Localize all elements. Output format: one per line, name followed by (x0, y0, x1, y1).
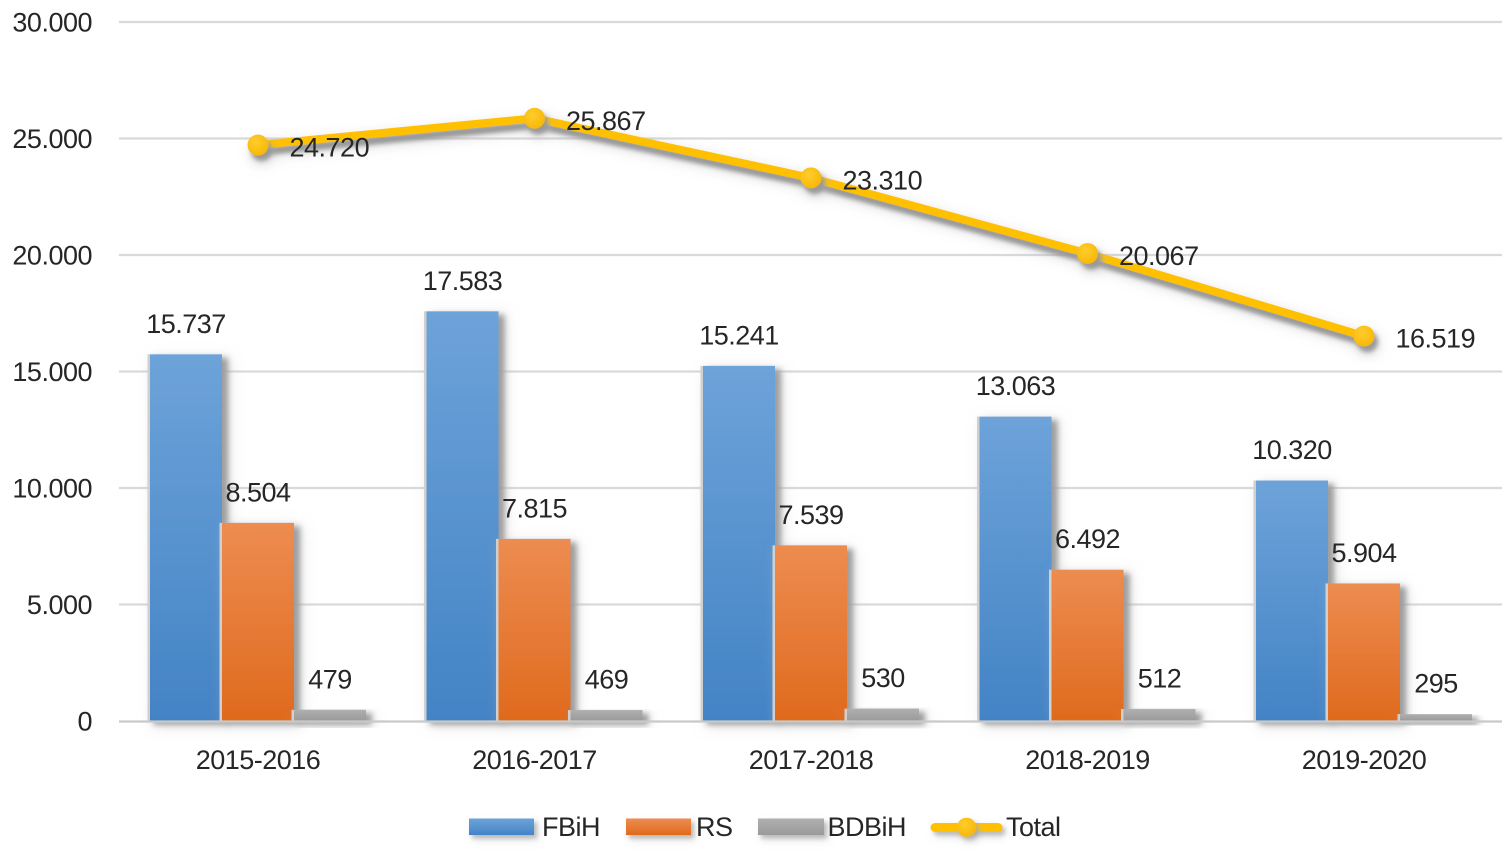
svg-text:7.539: 7.539 (778, 500, 843, 530)
svg-text:2016-2017: 2016-2017 (472, 745, 597, 775)
svg-text:RS: RS (696, 812, 733, 842)
svg-text:24.720: 24.720 (290, 133, 370, 163)
svg-text:469: 469 (585, 665, 629, 695)
svg-text:25.867: 25.867 (566, 106, 646, 136)
svg-text:0: 0 (77, 706, 92, 736)
svg-text:5.000: 5.000 (27, 590, 92, 620)
svg-text:512: 512 (1138, 664, 1182, 694)
svg-text:15.737: 15.737 (146, 309, 226, 339)
svg-text:25.000: 25.000 (12, 124, 92, 154)
svg-text:20.000: 20.000 (12, 240, 92, 270)
svg-text:2015-2016: 2015-2016 (196, 745, 321, 775)
svg-text:10.320: 10.320 (1252, 435, 1332, 465)
svg-text:7.815: 7.815 (502, 493, 567, 523)
svg-text:530: 530 (861, 663, 905, 693)
svg-text:8.504: 8.504 (225, 477, 291, 507)
svg-text:2019-2020: 2019-2020 (1302, 745, 1427, 775)
svg-text:16.519: 16.519 (1396, 324, 1476, 354)
svg-text:Total: Total (1006, 812, 1061, 842)
svg-text:20.067: 20.067 (1119, 241, 1199, 271)
svg-text:2018-2019: 2018-2019 (1025, 745, 1150, 775)
svg-text:6.492: 6.492 (1055, 524, 1120, 554)
svg-text:13.063: 13.063 (976, 371, 1056, 401)
svg-text:15.000: 15.000 (12, 357, 92, 387)
svg-text:479: 479 (308, 664, 352, 694)
svg-text:23.310: 23.310 (843, 165, 923, 195)
svg-text:FBiH: FBiH (542, 812, 600, 842)
svg-text:15.241: 15.241 (699, 320, 779, 350)
svg-text:295: 295 (1414, 669, 1458, 699)
svg-text:BDBiH: BDBiH (828, 812, 907, 842)
svg-text:5.904: 5.904 (1331, 538, 1397, 568)
svg-text:17.583: 17.583 (423, 266, 503, 296)
svg-text:2017-2018: 2017-2018 (749, 745, 874, 775)
svg-text:30.000: 30.000 (12, 7, 92, 37)
svg-text:10.000: 10.000 (12, 473, 92, 503)
